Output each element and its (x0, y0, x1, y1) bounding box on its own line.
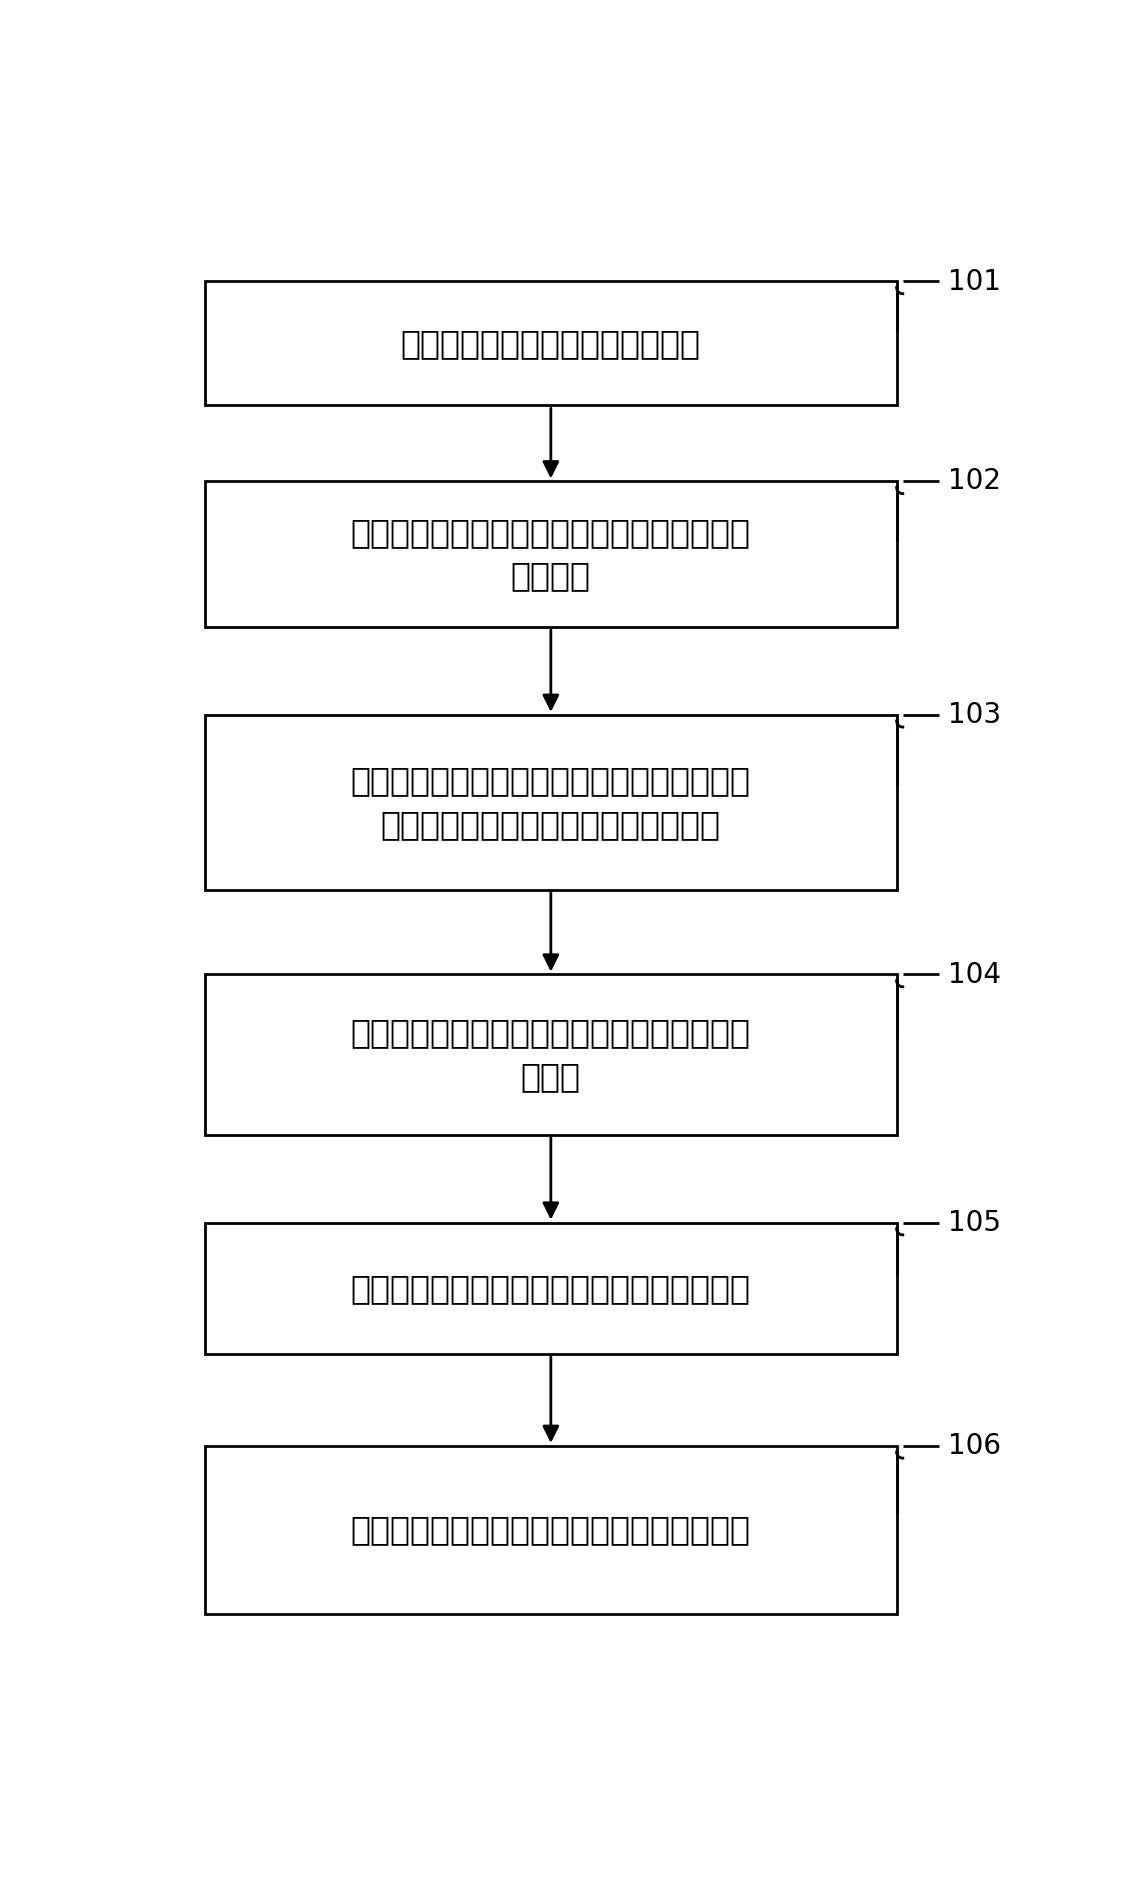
Bar (205, 714, 897, 891)
Text: 根据代表性储层的孔渗关系计算具有代表性的: 根据代表性储层的孔渗关系计算具有代表性的 (351, 764, 750, 798)
Text: 105: 105 (948, 1209, 1001, 1237)
Text: 103: 103 (948, 701, 1001, 730)
Text: 根据测定结果拟合得到微球平均粒径与水化时: 根据测定结果拟合得到微球平均粒径与水化时 (351, 515, 750, 550)
Text: 测定不同水化时间微球的粒径分布: 测定不同水化时间微球的粒径分布 (400, 328, 701, 360)
Text: 分别对各类拟组分进行状态参数分级机制表征: 分别对各类拟组分进行状态参数分级机制表征 (351, 1514, 750, 1546)
Bar (205, 1446, 897, 1615)
Bar (205, 481, 897, 627)
Text: 迂曲度及不同孔渗储层对应的孔喉半径: 迂曲度及不同孔渗储层对应的孔喉半径 (381, 807, 721, 841)
Text: 102: 102 (948, 468, 1001, 495)
Bar (205, 1222, 897, 1353)
Text: 将微球个体集团按水化时间划分为多类拟组分: 将微球个体集团按水化时间划分为多类拟组分 (351, 1272, 750, 1304)
Text: 106: 106 (948, 1433, 1001, 1459)
Text: 101: 101 (948, 267, 1001, 296)
Text: 利用微球半径与孔喉半径的关系，将微球按大: 利用微球半径与孔喉半径的关系，将微球按大 (351, 1016, 750, 1050)
Bar (205, 280, 897, 406)
Text: 小分类: 小分类 (521, 1059, 581, 1093)
Bar (205, 974, 897, 1135)
Text: 间的关系: 间的关系 (511, 559, 590, 593)
Text: 104: 104 (948, 961, 1001, 989)
